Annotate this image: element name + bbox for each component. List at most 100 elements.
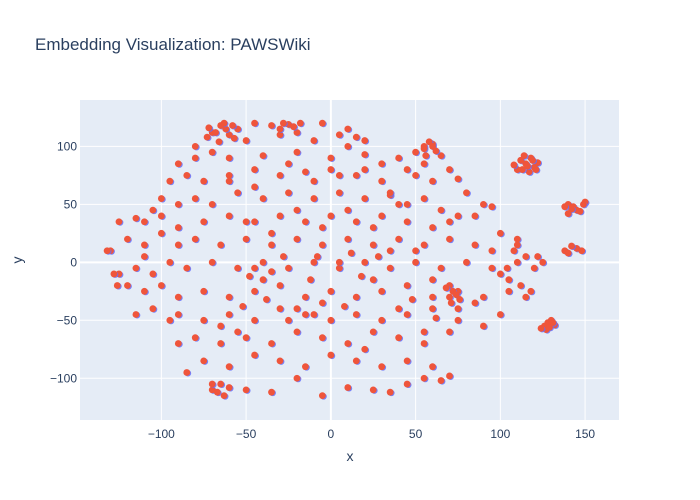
data-point <box>395 235 403 243</box>
data-point <box>124 235 131 243</box>
y-tick-label: 100 <box>57 139 77 153</box>
data-point <box>234 328 242 336</box>
data-point <box>429 305 436 313</box>
data-point <box>412 258 420 266</box>
data-point <box>225 154 233 162</box>
data-point <box>378 212 386 220</box>
data-point <box>408 296 416 303</box>
data-point <box>352 218 360 226</box>
data-point <box>361 137 369 144</box>
data-point <box>290 123 297 131</box>
data-point <box>132 264 140 272</box>
data-point <box>132 311 140 318</box>
data-point <box>302 363 309 371</box>
data-point <box>412 171 420 179</box>
data-point <box>378 160 386 168</box>
chart-title: Embedding Visualization: PAWSWiki <box>35 35 311 54</box>
data-point <box>174 200 182 208</box>
data-point <box>225 171 233 179</box>
data-point <box>174 340 182 347</box>
data-point <box>344 142 352 150</box>
data-point <box>327 166 335 173</box>
data-point <box>369 328 377 336</box>
data-point <box>293 235 301 243</box>
data-point <box>276 125 284 133</box>
data-point <box>335 258 343 266</box>
data-point <box>488 247 496 255</box>
data-point <box>580 200 587 208</box>
data-point <box>437 264 445 272</box>
y-tick-label: 50 <box>64 197 78 211</box>
data-point <box>454 305 462 313</box>
data-point <box>225 131 233 139</box>
data-point <box>132 214 140 222</box>
data-point <box>215 138 223 146</box>
data-point <box>327 351 335 359</box>
data-point <box>347 249 355 257</box>
data-point <box>335 189 343 197</box>
data-point <box>157 229 165 237</box>
data-point <box>225 311 233 318</box>
data-point <box>149 270 157 278</box>
data-point <box>285 189 292 197</box>
data-point <box>429 177 436 185</box>
data-point <box>212 129 219 136</box>
data-point <box>141 218 148 226</box>
data-point <box>361 345 369 353</box>
data-point <box>335 264 343 272</box>
data-point <box>310 195 318 202</box>
data-point <box>446 372 453 380</box>
data-point <box>505 287 513 295</box>
data-point <box>496 229 504 237</box>
data-point <box>352 357 360 365</box>
data-point <box>420 195 428 202</box>
data-point <box>268 340 275 347</box>
x-axis-label: x <box>347 448 354 464</box>
data-point <box>335 131 343 139</box>
data-point <box>217 380 225 388</box>
data-point <box>446 235 453 243</box>
data-point <box>327 154 335 162</box>
data-point <box>522 253 530 260</box>
data-point <box>341 302 348 310</box>
data-point <box>513 241 521 249</box>
data-point <box>203 133 211 141</box>
data-point <box>361 195 369 202</box>
data-point <box>412 148 420 156</box>
data-point <box>225 293 233 301</box>
data-point <box>456 296 464 303</box>
data-point <box>378 177 386 185</box>
data-point <box>344 206 352 214</box>
data-point <box>568 242 575 250</box>
data-point <box>420 374 428 382</box>
data-point <box>183 369 191 376</box>
data-point <box>378 363 386 371</box>
data-point <box>276 305 284 313</box>
data-point <box>307 276 314 284</box>
data-point <box>174 160 182 168</box>
data-point <box>510 161 518 169</box>
data-point <box>310 137 318 144</box>
y-tick-label: 0 <box>70 255 77 269</box>
data-point <box>242 235 250 243</box>
data-point <box>488 264 496 272</box>
y-tick-label: −100 <box>50 371 77 385</box>
data-point <box>549 319 557 327</box>
data-point <box>200 218 208 226</box>
data-point <box>268 268 275 275</box>
data-point <box>200 177 208 185</box>
data-point <box>259 152 267 160</box>
data-point <box>259 195 267 202</box>
data-point <box>242 386 250 394</box>
data-point <box>230 134 238 142</box>
data-point <box>279 119 287 127</box>
data-point <box>361 151 369 158</box>
data-point <box>217 241 225 249</box>
data-point <box>480 293 487 301</box>
data-point <box>454 175 462 183</box>
data-point <box>517 282 525 289</box>
x-tick-label: −100 <box>148 427 175 441</box>
data-point <box>327 212 335 220</box>
data-point <box>344 125 352 133</box>
